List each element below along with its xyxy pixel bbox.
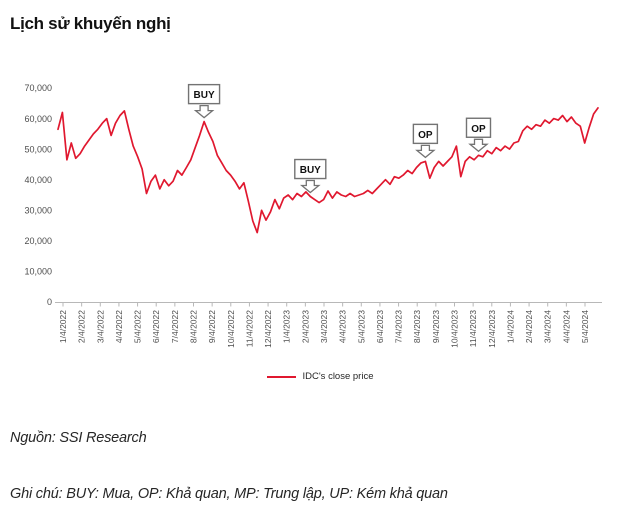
- recommendation-callout: OP: [412, 123, 439, 159]
- y-tick-label: 70,000: [24, 83, 52, 93]
- x-tick-label: 12/4/2023: [487, 310, 497, 348]
- x-tick-label: 4/4/2022: [114, 310, 124, 343]
- callout-box: [187, 83, 221, 105]
- x-tick-label: 8/4/2023: [412, 310, 422, 343]
- callout-label: BUY: [194, 90, 215, 101]
- x-tick-label: 2/4/2022: [77, 310, 87, 343]
- callout-down-arrow-icon: [468, 138, 489, 153]
- x-tick-label: 7/4/2022: [170, 310, 180, 343]
- recommendation-callout: BUY: [187, 83, 221, 119]
- x-tick-label: 1/4/2022: [58, 310, 68, 343]
- recommendation-callout: BUY: [294, 158, 327, 194]
- callout-box: [412, 123, 439, 145]
- x-tick-label: 10/4/2022: [226, 310, 236, 348]
- x-tick-label: 2/4/2023: [300, 310, 310, 343]
- x-tick-label: 4/4/2023: [338, 310, 348, 343]
- callout-box: [294, 158, 327, 180]
- legend-footnote: Ghi chú: BUY: Mua, OP: Khả quan, MP: Tru…: [10, 486, 448, 502]
- x-tick-label: 11/4/2022: [244, 310, 254, 347]
- x-tick-label: 10/4/2023: [450, 310, 460, 348]
- x-tick-label: 8/4/2022: [189, 310, 199, 343]
- chart-title: Lịch sử khuyến nghị: [10, 14, 171, 33]
- x-tick-label: 9/4/2023: [431, 310, 441, 343]
- price-line: [57, 107, 599, 234]
- x-tick-label: 4/4/2024: [561, 310, 571, 343]
- y-axis-labels: 0 10,000 20,000 30,000 40,000 50,000 60,000 70,…: [24, 83, 52, 307]
- y-tick-label: 50,000: [24, 144, 52, 154]
- x-tick-label: 1/4/2023: [282, 310, 292, 343]
- legend-label: IDC's close price: [302, 371, 374, 382]
- legend-line-swatch: [266, 375, 296, 378]
- y-tick-label: 20,000: [24, 236, 52, 246]
- x-tick-label: 5/4/2023: [356, 310, 366, 343]
- x-tick-label: 3/4/2023: [319, 310, 329, 343]
- price-chart-svg: 0 10,000 20,000 30,000 40,000 50,000 60,000 70,…: [24, 83, 602, 348]
- y-tick-label: 30,000: [24, 205, 52, 215]
- x-tick-label: 3/4/2022: [95, 310, 105, 343]
- y-tick-label: 10,000: [24, 267, 52, 277]
- callout-down-arrow-icon: [299, 179, 321, 194]
- x-tick-label: 1/4/2024: [505, 310, 515, 343]
- x-tick-label: 6/4/2022: [151, 310, 161, 343]
- y-tick-label: 40,000: [24, 175, 52, 185]
- x-tick-label: 7/4/2023: [394, 310, 404, 343]
- x-axis: 1/4/2022 2/4/2022 3/4/2022 4/4/2022 5/4/2022…: [55, 302, 602, 348]
- callout-down-arrow-icon: [193, 104, 215, 119]
- legend: IDC's close price: [0, 371, 640, 382]
- callout-label: BUY: [300, 165, 321, 176]
- x-tick-label: 9/4/2022: [207, 310, 217, 343]
- y-tick-label: 60,000: [24, 114, 52, 124]
- x-tick-label: 12/4/2022: [263, 310, 273, 348]
- price-chart: 0 10,000 20,000 30,000 40,000 50,000 60,000 70,…: [0, 75, 640, 367]
- y-tick-label: 0: [47, 297, 52, 307]
- callout-down-arrow-icon: [415, 144, 436, 159]
- x-tick-label: 3/4/2024: [543, 310, 553, 343]
- callout-label: OP: [418, 130, 433, 141]
- x-tick-label: 5/4/2022: [133, 310, 143, 343]
- x-tick-label: 2/4/2024: [524, 310, 534, 343]
- price-line-series: [57, 107, 599, 234]
- x-tick-label: 6/4/2023: [375, 310, 385, 343]
- callout-box: [465, 117, 492, 138]
- recommendation-callout: OP: [465, 117, 492, 153]
- callout-label: OP: [471, 124, 486, 135]
- x-tick-label: 11/4/2023: [468, 310, 478, 347]
- x-tick-label: 5/4/2024: [580, 310, 590, 343]
- source-note: Nguồn: SSI Research: [10, 430, 147, 446]
